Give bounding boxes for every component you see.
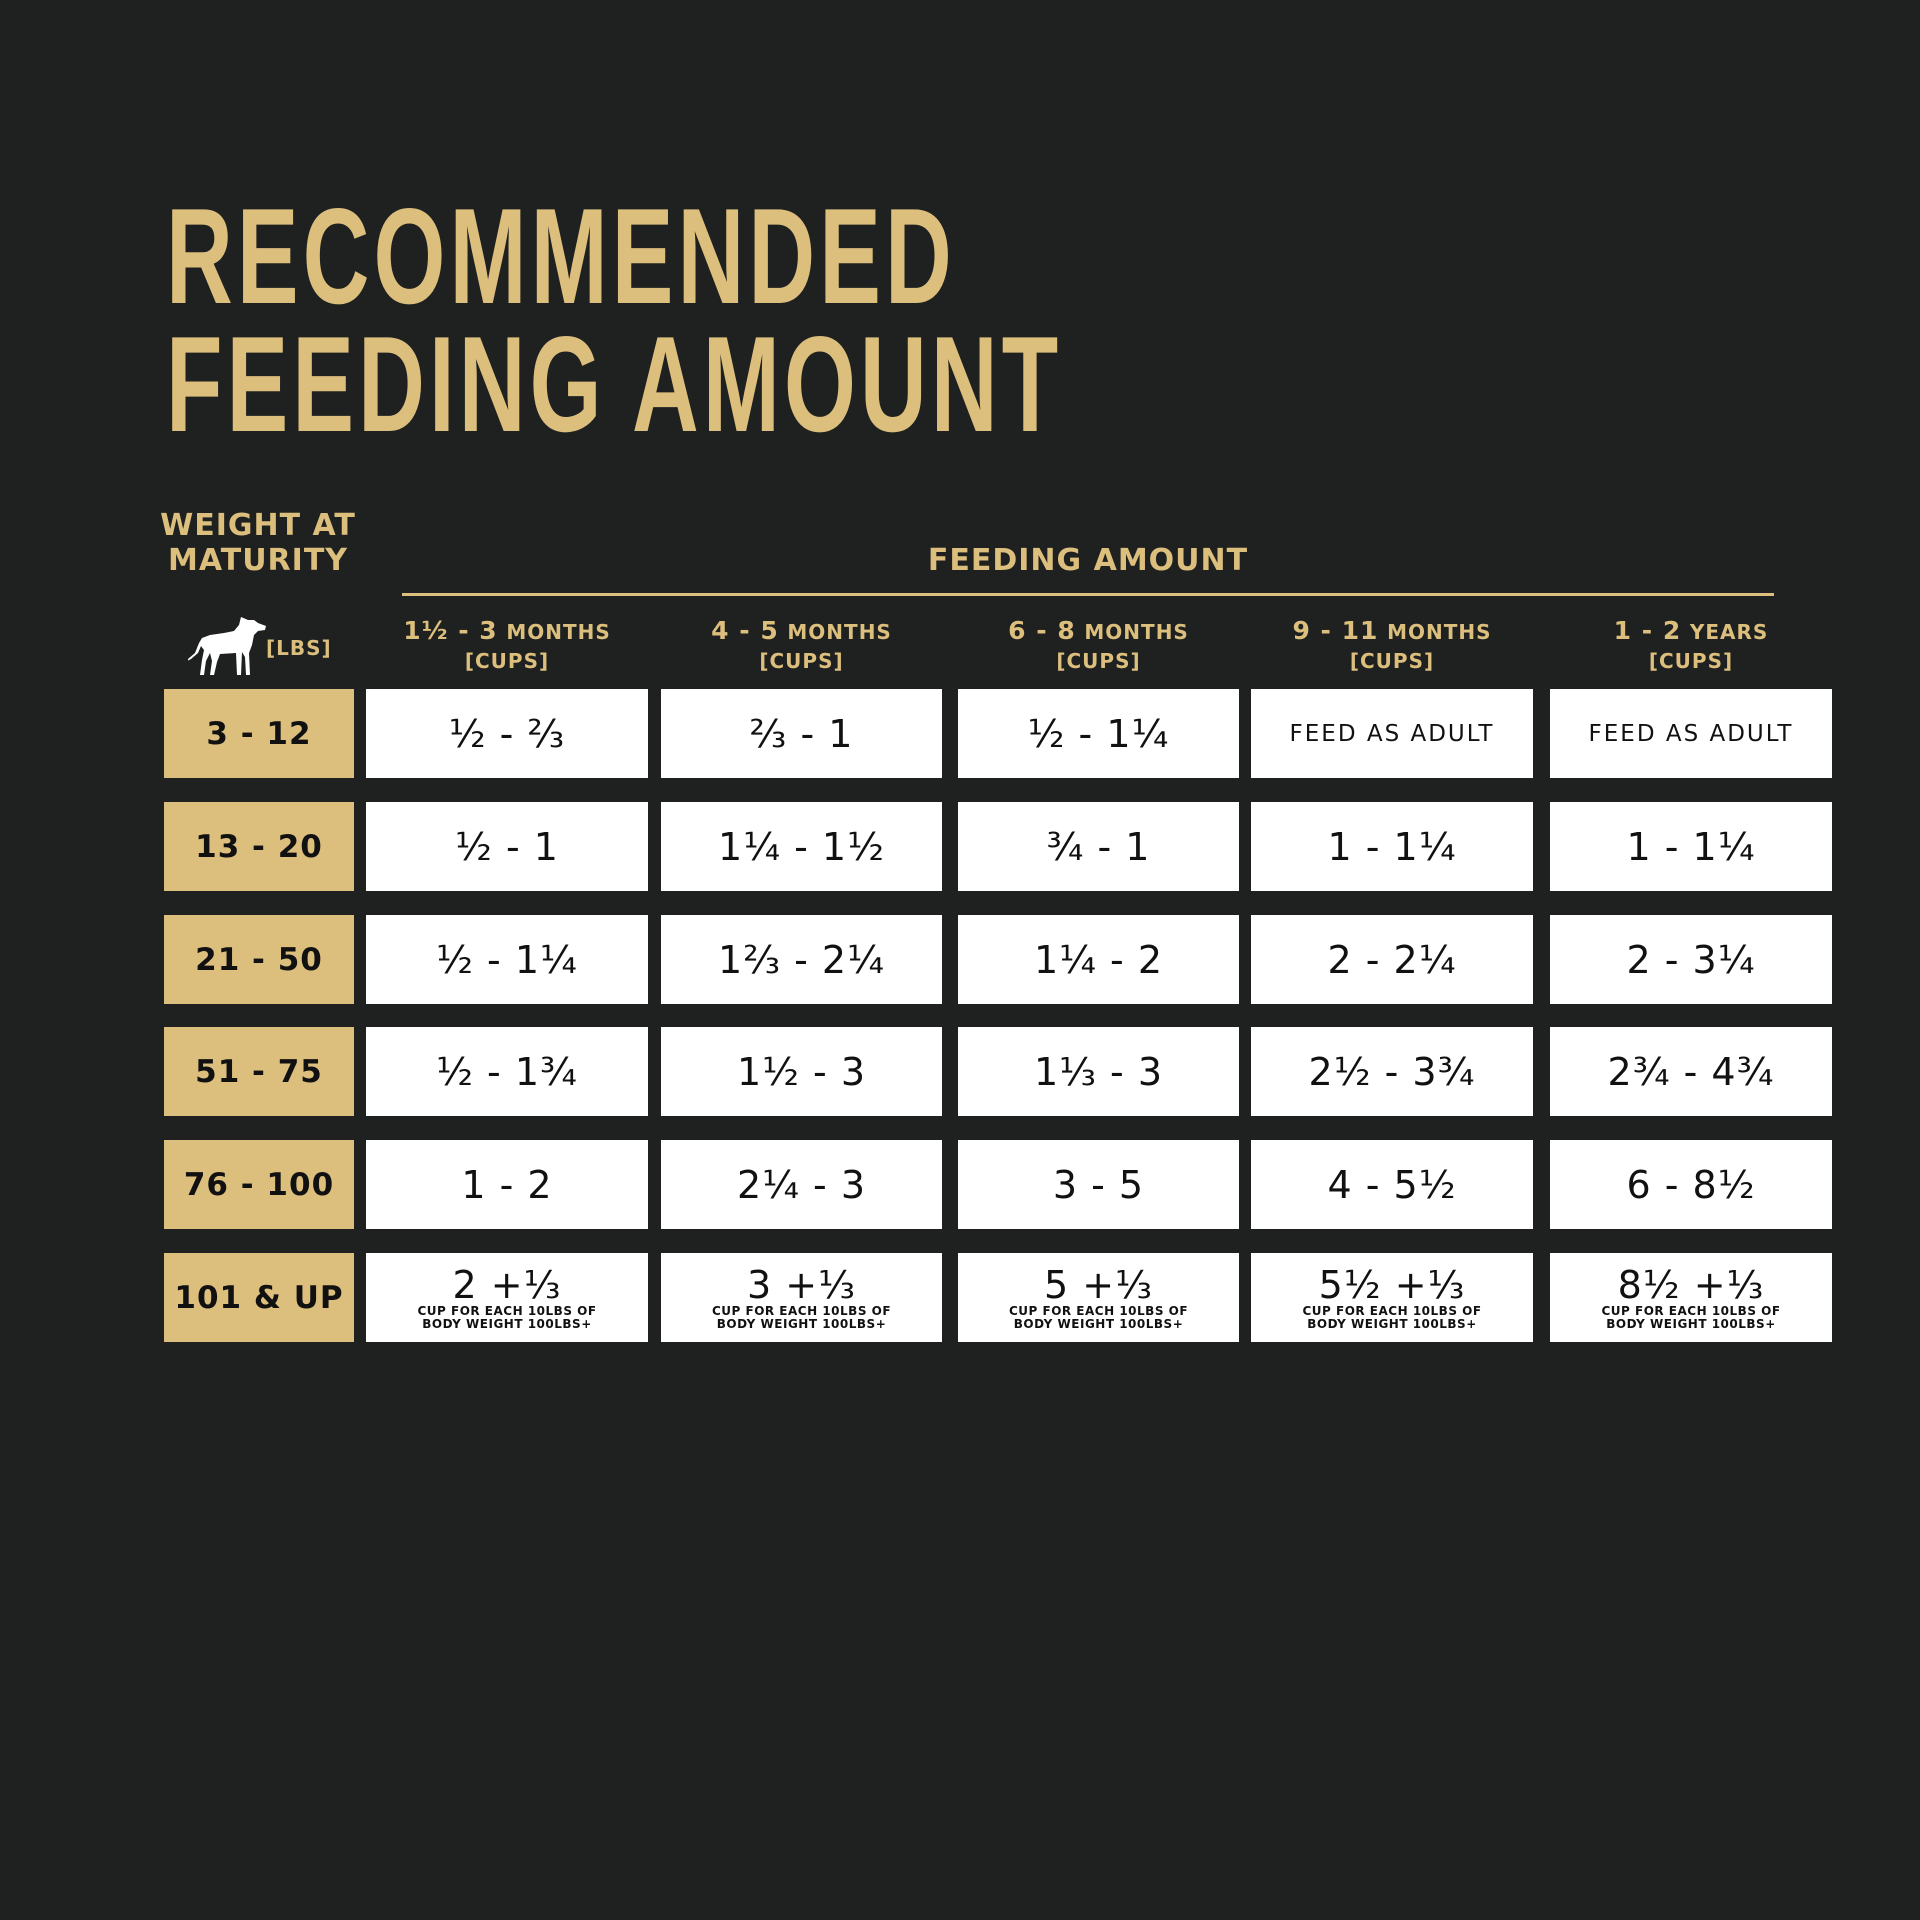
feeding-note-line-2: BODY WEIGHT 100LBS+: [1307, 1316, 1477, 1331]
weight-cell: 3 - 12: [164, 689, 354, 778]
column-header-cups: [CUPS]: [1349, 649, 1435, 673]
feeding-note-line-1: CUP FOR EACH 10LBS OF: [1302, 1303, 1482, 1318]
feeding-amount-cell: ½ - 1¼: [958, 689, 1239, 778]
header-divider: [402, 593, 1774, 596]
weight-cell: 21 - 50: [164, 915, 354, 1004]
column-age-unit: MONTHS: [1084, 620, 1189, 644]
weight-at-maturity-header: WEIGHT AT MATURITY: [150, 508, 366, 578]
feeding-note-line-1: CUP FOR EACH 10LBS OF: [1008, 1303, 1189, 1318]
column-header-age: 4 - 5 MONTHS: [641, 617, 962, 647]
weight-header-line-2: MATURITY: [167, 543, 349, 578]
column-header-age: 6 - 8 MONTHS: [938, 617, 1259, 647]
lbs-unit-label: [LBS]: [266, 636, 332, 660]
column-header-age: 1½ - 3 MONTHS: [346, 617, 668, 647]
column-age-unit: MONTHS: [1387, 620, 1492, 644]
column-header-cups: [CUPS]: [1056, 649, 1141, 673]
feeding-note-line-2: BODY WEIGHT 100LBS+: [1606, 1316, 1776, 1331]
feeding-note-line-2: BODY WEIGHT 100LBS+: [1013, 1316, 1184, 1331]
feeding-amount-cell: 2 - 2¼: [1251, 915, 1533, 1004]
column-header-age: 9 - 11 MONTHS: [1231, 617, 1553, 647]
feeding-note-line-2: BODY WEIGHT 100LBS+: [422, 1316, 592, 1331]
column-header-cups: [CUPS]: [1648, 649, 1734, 673]
column-header: 9 - 11 MONTHS [CUPS]: [1231, 617, 1553, 675]
feeding-amount-cell: 2½ - 3¾: [1251, 1027, 1533, 1116]
feeding-amount-cell: 3 +⅓ CUP FOR EACH 10LBS OF BODY WEIGHT 100…: [661, 1253, 942, 1342]
feeding-amount-cell: 2¼ - 3: [661, 1140, 942, 1229]
feeding-amount-cell: 1¼ - 1½: [661, 802, 942, 891]
feeding-amount-cell: 2¾ - 4¾: [1550, 1027, 1832, 1116]
dog-icon: [188, 617, 266, 675]
column-age-range: 4 - 5: [711, 616, 779, 645]
feeding-amount-cell: ½ - 1¼: [366, 915, 648, 1004]
feeding-amount-cell: FEED AS ADULT: [1550, 689, 1832, 778]
weight-cell: 101 & UP: [164, 1253, 354, 1342]
weight-cell: 13 - 20: [164, 802, 354, 891]
feeding-amount-cell: 8½ +⅓ CUP FOR EACH 10LBS OF BODY WEIGHT 10…: [1550, 1253, 1832, 1342]
feeding-amount-value: 5½ +⅓: [1318, 1262, 1466, 1307]
feeding-amount-cell: 1½ - 3: [661, 1027, 942, 1116]
column-header: 1½ - 3 MONTHS [CUPS]: [346, 617, 668, 675]
feeding-amount-cell: 6 - 8½: [1550, 1140, 1832, 1229]
feeding-amount-cell: 5 +⅓ CUP FOR EACH 10LBS OF BODY WEIGHT 100…: [958, 1253, 1239, 1342]
column-age-unit: YEARS: [1689, 620, 1769, 644]
feeding-amount-cell: ½ - 1: [366, 802, 648, 891]
feeding-amount-cell: 2 +⅓ CUP FOR EACH 10LBS OF BODY WEIGHT 100…: [366, 1253, 648, 1342]
feeding-amount-header: FEEDING AMOUNT: [927, 543, 1249, 578]
feeding-amount-cell: ⅔ - 1: [661, 689, 942, 778]
weight-cell: 76 - 100: [164, 1140, 354, 1229]
feeding-amount-cell: 1 - 2: [366, 1140, 648, 1229]
feeding-amount-cell: 1 - 1¼: [1550, 802, 1832, 891]
column-header-cups: [CUPS]: [759, 649, 844, 673]
feeding-note-line-2: BODY WEIGHT 100LBS+: [716, 1316, 887, 1331]
column-header: 1 - 2 YEARS [CUPS]: [1530, 617, 1852, 675]
weight-cell: 51 - 75: [164, 1027, 354, 1116]
feeding-amount-cell: 3 - 5: [958, 1140, 1239, 1229]
title-line-2: FEEDING AMOUNT: [166, 308, 1063, 460]
column-age-unit: MONTHS: [787, 620, 892, 644]
column-header: 6 - 8 MONTHS [CUPS]: [938, 617, 1259, 675]
column-header-cups: [CUPS]: [464, 649, 550, 673]
feeding-amount-cell: 1¼ - 2: [958, 915, 1239, 1004]
column-age-range: 1 - 2: [1613, 616, 1682, 645]
column-age-range: 6 - 8: [1008, 616, 1076, 645]
feeding-note-line-1: CUP FOR EACH 10LBS OF: [1601, 1303, 1781, 1318]
feeding-amount-value: 8½ +⅓: [1617, 1262, 1765, 1307]
feeding-amount-value: 3 +⅓: [747, 1262, 856, 1307]
feeding-amount-cell: 1 - 1¼: [1251, 802, 1533, 891]
column-header-age: 1 - 2 YEARS: [1530, 617, 1852, 647]
feeding-note-line-1: CUP FOR EACH 10LBS OF: [417, 1303, 597, 1318]
column-age-range: 1½ - 3: [403, 616, 498, 645]
feeding-amount-cell: 2 - 3¼: [1550, 915, 1832, 1004]
feeding-amount-value: 2 +⅓: [452, 1262, 562, 1307]
feeding-amount-cell: FEED AS ADULT: [1251, 689, 1533, 778]
column-age-unit: MONTHS: [506, 620, 611, 644]
feeding-amount-value: 5 +⅓: [1044, 1262, 1153, 1307]
weight-header-line-1: WEIGHT AT: [160, 508, 356, 543]
feeding-amount-cell: 5½ +⅓ CUP FOR EACH 10LBS OF BODY WEIGHT 10…: [1251, 1253, 1533, 1342]
feeding-amount-cell: 4 - 5½: [1251, 1140, 1533, 1229]
feeding-note-line-1: CUP FOR EACH 10LBS OF: [711, 1303, 892, 1318]
feeding-amount-cell: ½ - 1¾: [366, 1027, 648, 1116]
column-age-range: 9 - 11: [1292, 616, 1379, 645]
title-line-1: RECOMMENDED: [166, 180, 956, 332]
feeding-amount-cell: ½ - ⅔: [366, 689, 648, 778]
feeding-amount-cell: 1⅔ - 2¼: [661, 915, 942, 1004]
feeding-amount-cell: 1⅓ - 3: [958, 1027, 1239, 1116]
column-header: 4 - 5 MONTHS [CUPS]: [641, 617, 962, 675]
feeding-amount-cell: ¾ - 1: [958, 802, 1239, 891]
